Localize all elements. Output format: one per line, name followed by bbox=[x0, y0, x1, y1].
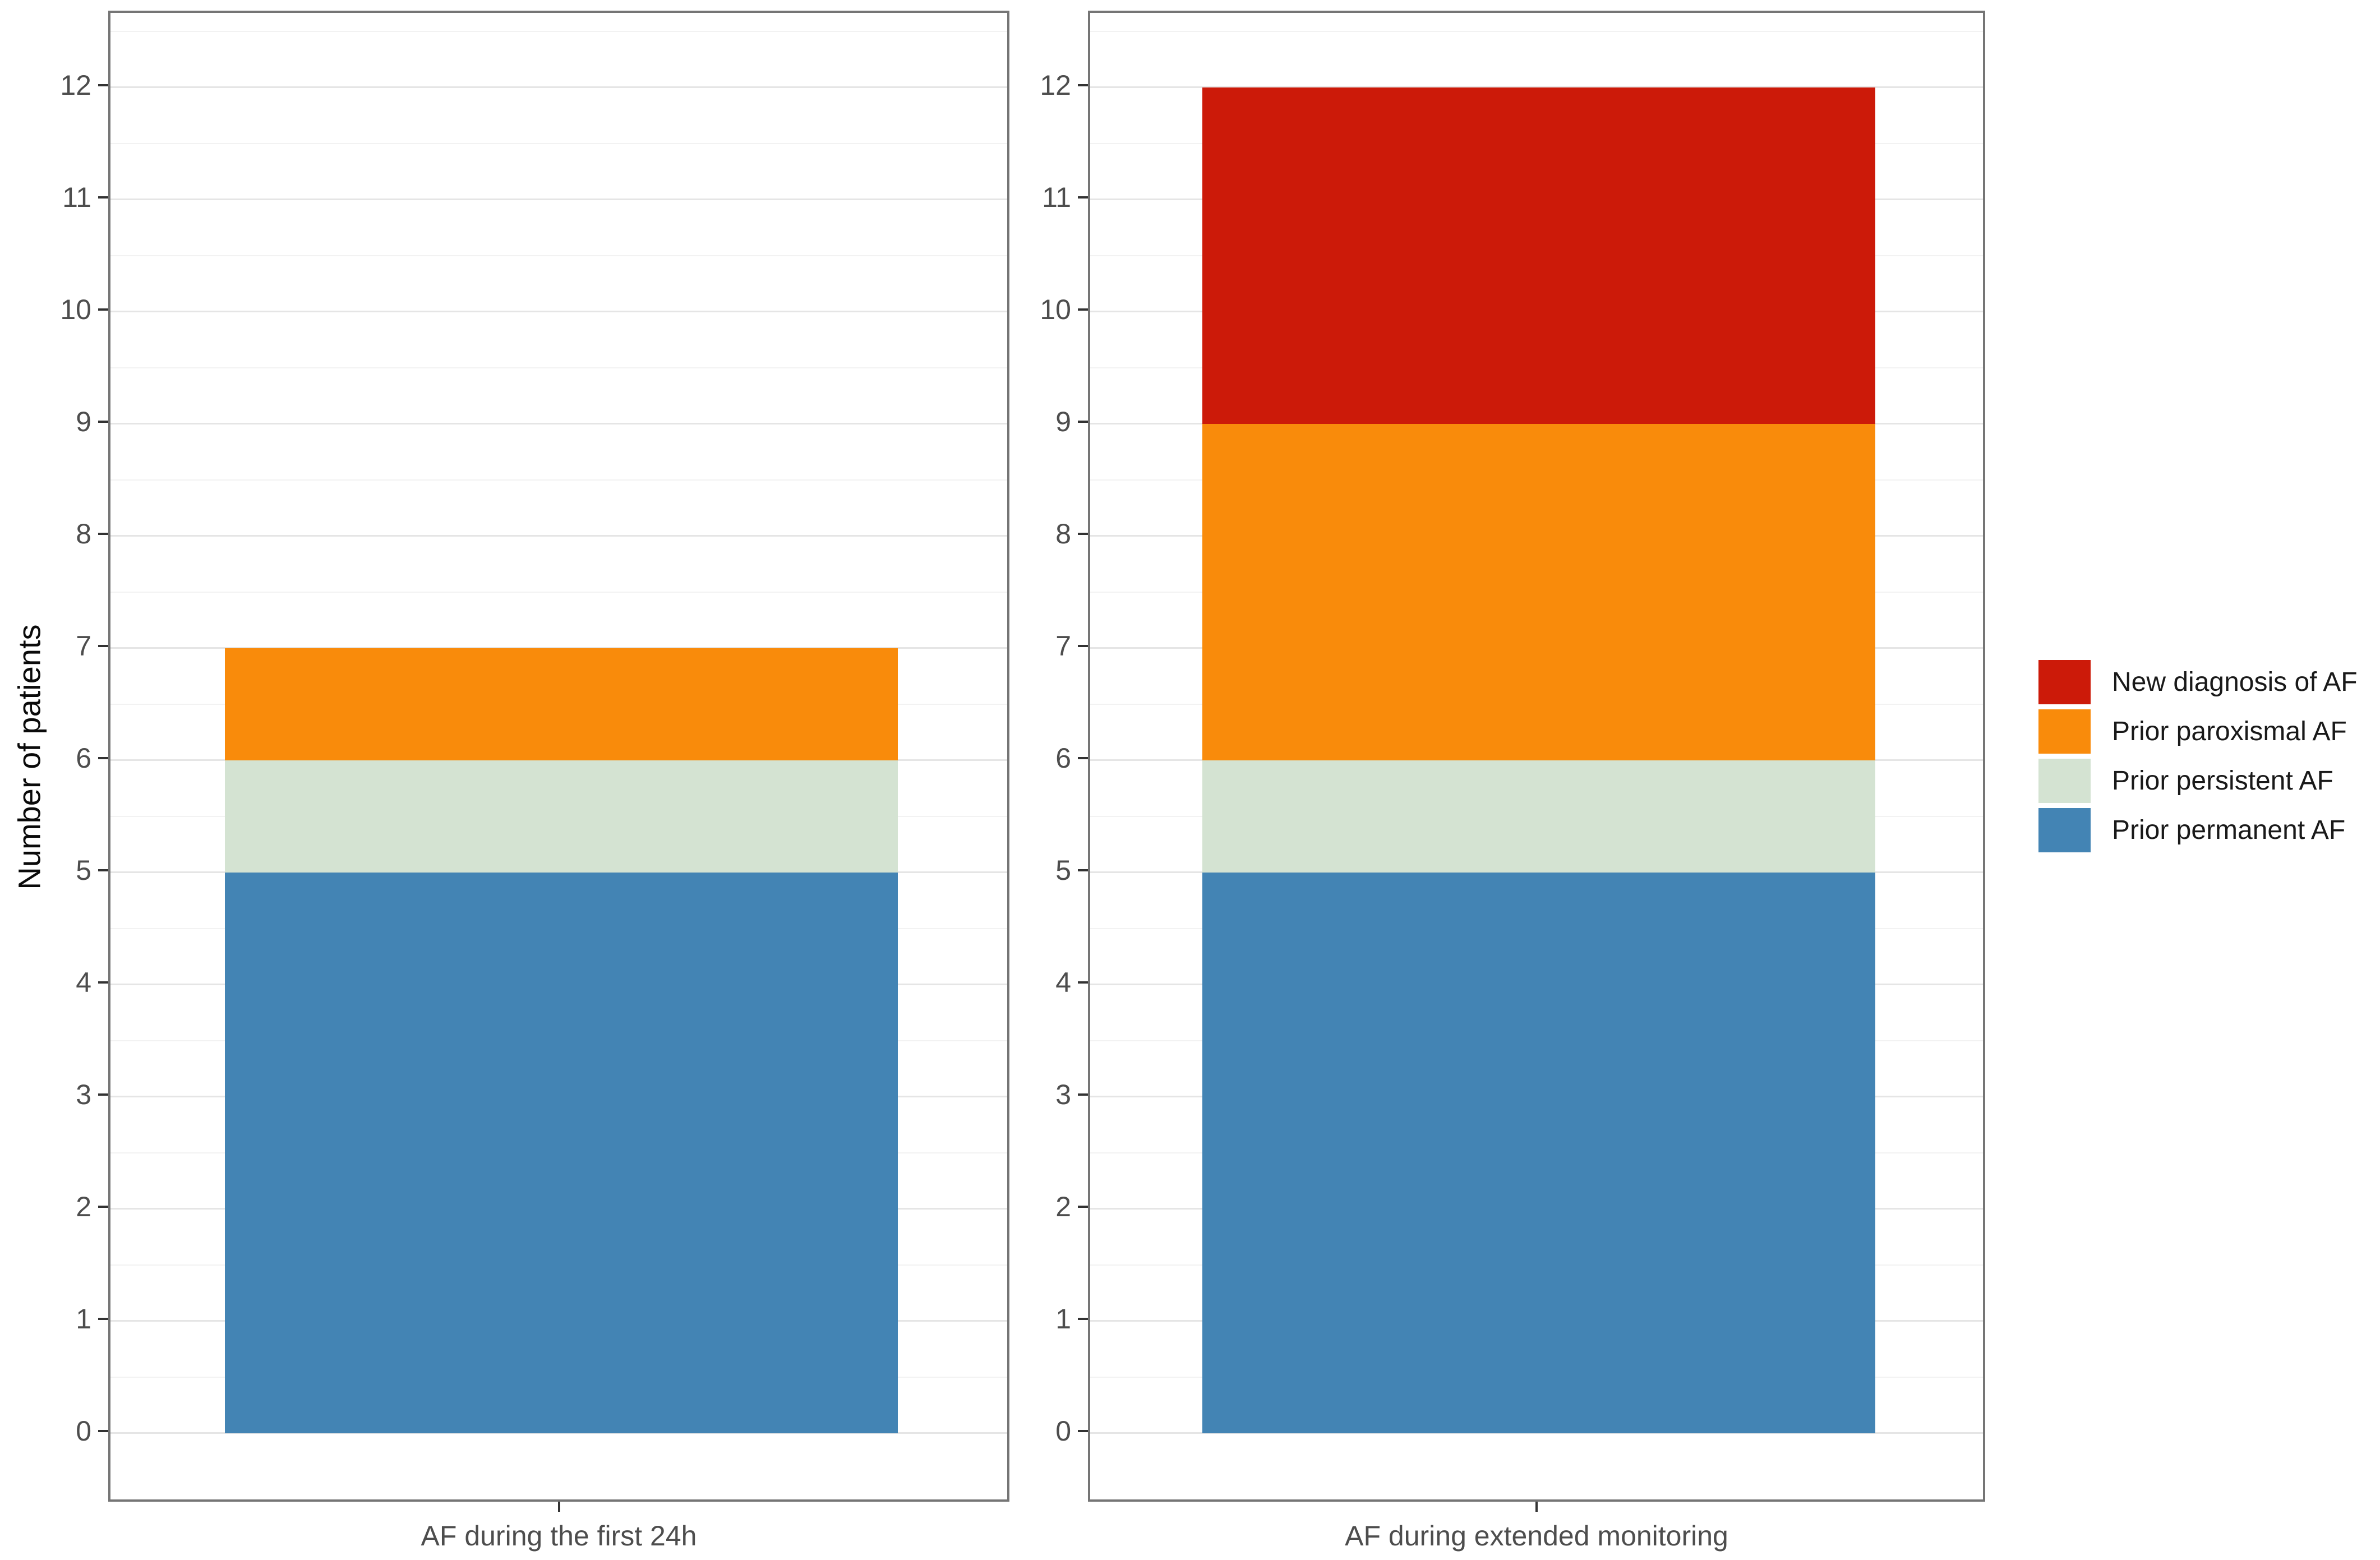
legend-key-swatch bbox=[2038, 759, 2091, 803]
y-tick-mark bbox=[1078, 757, 1088, 759]
x-tick-mark bbox=[1535, 1502, 1538, 1512]
legend-item-prior-paroxismal-af: Prior paroxismal AF bbox=[2038, 709, 2358, 754]
x-axis-label-extended-monitoring: AF during extended monitoring bbox=[1345, 1520, 1728, 1552]
y-tick-mark bbox=[98, 1206, 108, 1208]
y-tick-mark bbox=[98, 1318, 108, 1320]
y-tick-mark bbox=[98, 1093, 108, 1096]
gridline-major bbox=[110, 647, 1007, 649]
bar-segment-prior-persistent-af bbox=[1202, 760, 1875, 873]
y-tick-label: 9 bbox=[1055, 406, 1071, 437]
y-tick-label: 4 bbox=[1055, 967, 1071, 998]
y-tick-label: 10 bbox=[60, 294, 91, 325]
gridline-minor bbox=[110, 592, 1007, 593]
y-tick-mark bbox=[98, 84, 108, 86]
y-tick-mark bbox=[98, 869, 108, 871]
legend-key-swatch bbox=[2038, 808, 2091, 852]
gridline-major bbox=[110, 423, 1007, 424]
y-tick-mark bbox=[98, 421, 108, 423]
y-tick-mark bbox=[1078, 981, 1088, 984]
y-tick-label: 6 bbox=[1055, 742, 1071, 774]
y-tick-mark bbox=[98, 757, 108, 759]
y-tick-label: 2 bbox=[1055, 1191, 1071, 1222]
y-tick-mark bbox=[1078, 1318, 1088, 1320]
legend-item-prior-persistent-af: Prior persistent AF bbox=[2038, 759, 2358, 803]
gridline-minor bbox=[110, 31, 1007, 32]
legend-item-label: Prior paroxismal AF bbox=[2112, 717, 2347, 746]
y-tick-mark bbox=[1078, 84, 1088, 86]
y-tick-mark bbox=[98, 533, 108, 535]
y-tick-label: 2 bbox=[76, 1191, 91, 1222]
y-tick-mark bbox=[1078, 1430, 1088, 1432]
gridline-major bbox=[110, 86, 1007, 88]
gridline-major bbox=[1090, 86, 1983, 88]
y-tick-label: 0 bbox=[1055, 1415, 1071, 1447]
bar-segment-prior-persistent-af bbox=[224, 760, 898, 873]
gridline-minor bbox=[110, 143, 1007, 144]
gridline-minor bbox=[110, 479, 1007, 481]
legend-item-new-diagnosis-of-af: New diagnosis of AF bbox=[2038, 660, 2358, 704]
y-tick-label: 10 bbox=[1040, 294, 1071, 325]
x-tick-mark bbox=[557, 1502, 560, 1512]
y-tick-label: 6 bbox=[76, 742, 91, 774]
panel-extended-monitoring bbox=[1088, 11, 1985, 1502]
legend-item-label: New diagnosis of AF bbox=[2112, 667, 2358, 697]
gridline-major bbox=[110, 535, 1007, 537]
y-tick-label: 11 bbox=[62, 182, 91, 213]
y-tick-label: 12 bbox=[1040, 70, 1071, 101]
y-tick-mark bbox=[1078, 421, 1088, 423]
y-tick-label: 11 bbox=[1042, 182, 1071, 213]
gridline-minor bbox=[110, 367, 1007, 368]
y-tick-mark bbox=[98, 645, 108, 647]
y-tick-mark bbox=[1078, 645, 1088, 647]
y-tick-label: 8 bbox=[76, 518, 91, 550]
legend-key-swatch bbox=[2038, 660, 2091, 704]
bar-segment-new-diagnosis-of-af bbox=[1202, 87, 1875, 424]
y-tick-mark bbox=[98, 196, 108, 199]
bar-segment-prior-permanent-af bbox=[224, 873, 898, 1433]
legend-item-prior-permanent-af: Prior permanent AF bbox=[2038, 808, 2358, 852]
gridline-major bbox=[110, 199, 1007, 200]
bar-segment-prior-paroxismal-af bbox=[224, 648, 898, 760]
y-tick-label: 1 bbox=[76, 1303, 91, 1335]
legend-key-swatch bbox=[2038, 709, 2091, 754]
y-tick-mark bbox=[98, 308, 108, 311]
legend-item-label: Prior persistent AF bbox=[2112, 766, 2333, 796]
y-tick-mark bbox=[1078, 869, 1088, 871]
y-tick-mark bbox=[1078, 308, 1088, 311]
y-tick-label: 5 bbox=[76, 855, 91, 886]
y-tick-label: 7 bbox=[1055, 630, 1071, 662]
legend-item-label: Prior permanent AF bbox=[2112, 815, 2346, 845]
y-tick-mark bbox=[1078, 196, 1088, 199]
y-tick-label: 3 bbox=[76, 1079, 91, 1110]
y-tick-label: 12 bbox=[60, 70, 91, 101]
y-tick-label: 9 bbox=[76, 406, 91, 437]
y-tick-label: 3 bbox=[1055, 1079, 1071, 1110]
y-tick-label: 5 bbox=[1055, 855, 1071, 886]
y-tick-label: 4 bbox=[76, 967, 91, 998]
y-tick-mark bbox=[98, 981, 108, 984]
bar-segment-prior-permanent-af bbox=[1202, 873, 1875, 1433]
y-tick-mark bbox=[1078, 533, 1088, 535]
gridline-minor bbox=[1090, 31, 1983, 32]
gridline-major bbox=[110, 311, 1007, 312]
bar-segment-prior-paroxismal-af bbox=[1202, 424, 1875, 760]
y-tick-mark bbox=[1078, 1093, 1088, 1096]
y-tick-label: 7 bbox=[76, 630, 91, 662]
y-tick-label: 0 bbox=[76, 1415, 91, 1447]
legend: New diagnosis of AF Prior paroxismal AF Pr… bbox=[2038, 660, 2358, 857]
y-tick-mark bbox=[98, 1430, 108, 1432]
y-tick-mark bbox=[1078, 1206, 1088, 1208]
panel-first-24h bbox=[108, 11, 1009, 1502]
y-tick-label: 1 bbox=[1055, 1303, 1071, 1335]
x-axis-label-first-24h: AF during the first 24h bbox=[421, 1520, 697, 1552]
y-tick-label: 8 bbox=[1055, 518, 1071, 550]
gridline-minor bbox=[110, 255, 1007, 256]
